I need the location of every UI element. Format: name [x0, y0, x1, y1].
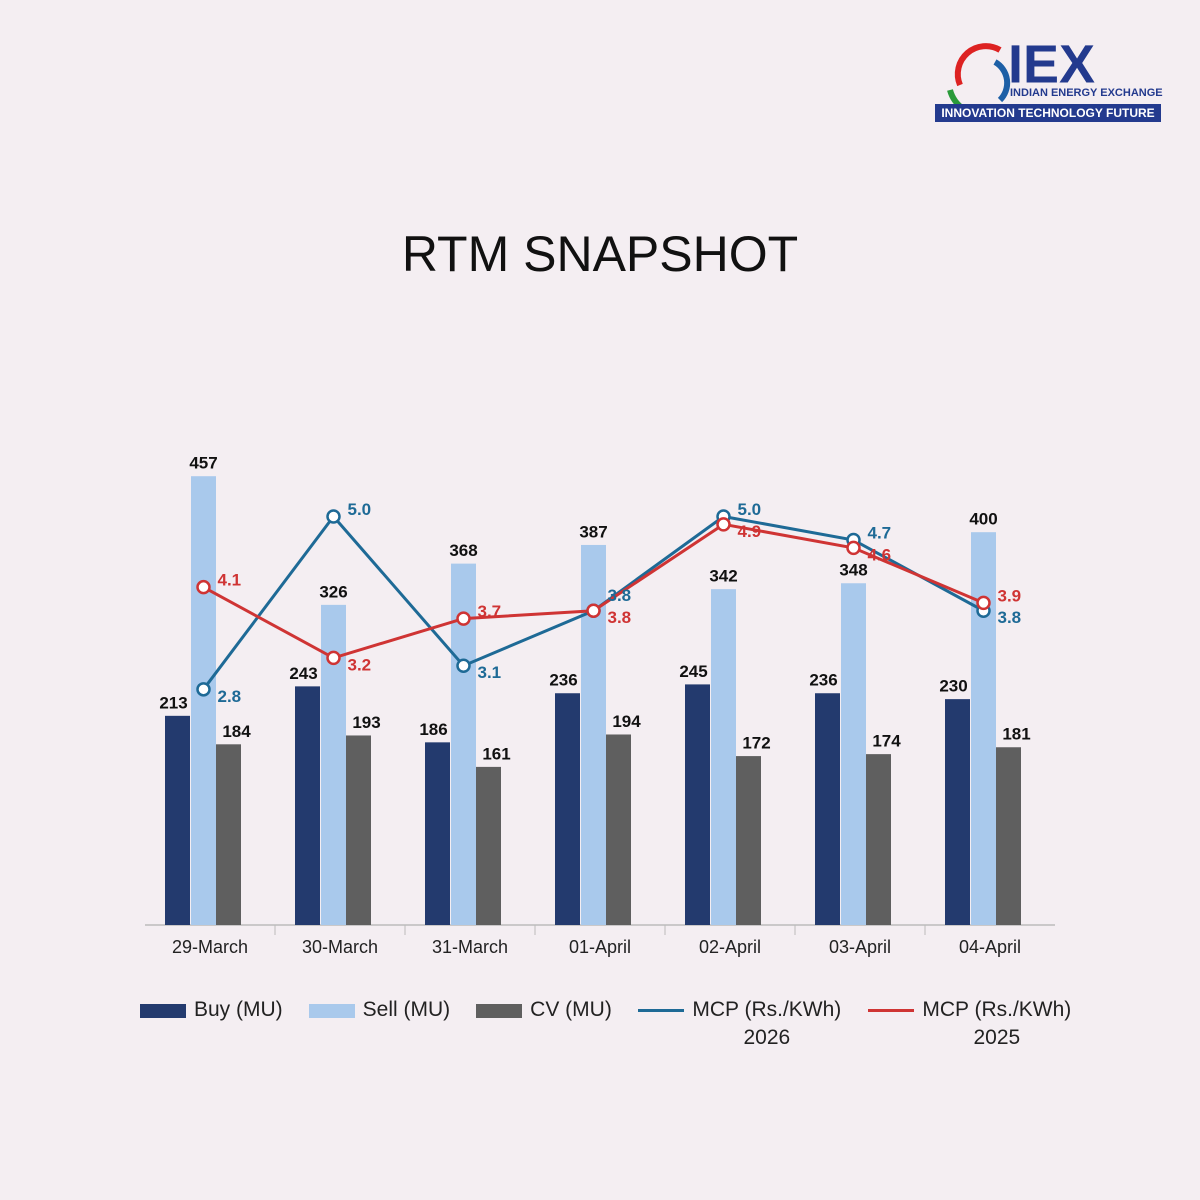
x-tick-label: 30-March: [302, 937, 378, 957]
x-tick-label: 03-April: [829, 937, 891, 957]
logo-name: IEX: [1008, 34, 1095, 94]
bar: [581, 544, 606, 925]
data-label: 387: [579, 522, 607, 541]
data-label: 213: [159, 693, 187, 712]
logo-tagline: INNOVATION TECHNOLOGY FUTURE: [941, 106, 1154, 120]
data-label: 400: [969, 510, 997, 529]
data-label: 348: [839, 561, 867, 580]
line-label: 4.9: [738, 522, 762, 541]
data-label: 230: [939, 677, 967, 696]
line-label: 3.9: [998, 586, 1022, 605]
legend-label: Sell (MU): [362, 998, 451, 1021]
bar: [711, 589, 736, 925]
data-label: 245: [679, 662, 707, 681]
bar: [191, 476, 216, 925]
line-label: 3.8: [608, 608, 632, 627]
legend-swatch: [308, 1004, 355, 1018]
line-label: 3.1: [478, 663, 502, 682]
data-label: 174: [872, 732, 901, 751]
data-label: 236: [809, 671, 837, 690]
bar: [996, 747, 1021, 925]
data-label: 368: [449, 541, 477, 560]
bar: [476, 766, 501, 925]
legend-item: MCP (Rs./KWh) 2026: [637, 996, 842, 1052]
data-label: 457: [189, 454, 217, 473]
line-label: 2.8: [218, 687, 242, 706]
line-label: 4.1: [218, 571, 242, 590]
chart-title: RTM SNAPSHOT: [402, 226, 798, 282]
bar: [295, 686, 320, 925]
bar: [165, 715, 190, 925]
line-marker: [196, 682, 211, 697]
bar: [555, 693, 580, 925]
line-marker: [326, 509, 341, 524]
bar: [736, 756, 761, 925]
logo: IEX INDIAN ENERGY EXCHANGE INNOVATION TE…: [935, 34, 1163, 122]
data-label: 194: [612, 712, 641, 731]
legend-swatch: [637, 1009, 684, 1012]
logo-band: [935, 104, 1161, 122]
legend-label: MCP (Rs./KWh) 2025: [922, 998, 1072, 1049]
line-marker: [846, 540, 861, 556]
x-tick-label: 04-April: [959, 937, 1021, 957]
legend-swatch: [476, 1004, 523, 1018]
bar: [971, 532, 996, 925]
data-label: 236: [549, 671, 577, 690]
bar: [841, 583, 866, 925]
line-marker: [586, 603, 601, 618]
legend: Buy (MU) Sell (MU) CV (MU) MCP (Rs./KWh) 20…: [140, 996, 1098, 1052]
data-label: 342: [709, 567, 737, 586]
data-label: 161: [482, 744, 510, 763]
data-label: 193: [352, 713, 380, 732]
bar: [945, 699, 970, 925]
bar: [685, 684, 710, 925]
data-label: 186: [419, 720, 447, 739]
line-marker: [456, 611, 471, 626]
bar: [216, 744, 241, 925]
line-marker: [976, 595, 991, 611]
line-label: 5.0: [348, 500, 372, 519]
legend-label: MCP (Rs./KWh) 2026: [692, 998, 842, 1049]
line-marker: [326, 650, 341, 666]
data-label: 181: [1002, 725, 1030, 744]
legend-label: Buy (MU): [194, 998, 283, 1021]
line-label: 3.7: [478, 602, 502, 621]
legend-item: MCP (Rs./KWh) 2025: [867, 996, 1072, 1052]
line-label: 3.2: [348, 655, 372, 674]
logo-arc: [993, 59, 1011, 103]
bar: [866, 754, 891, 925]
x-tick-label: 02-April: [699, 937, 761, 957]
data-label: 184: [222, 722, 251, 741]
line-label: 5.0: [738, 500, 762, 519]
legend-swatch: [140, 1004, 186, 1018]
line-label: 3.8: [608, 586, 632, 605]
data-label: 326: [319, 582, 347, 601]
legend-swatch: [867, 1009, 914, 1012]
line-marker: [456, 658, 471, 673]
legend-item: Buy (MU): [140, 996, 283, 1052]
bar: [346, 735, 371, 925]
line-marker: [196, 579, 211, 595]
legend-item: Sell (MU): [308, 996, 451, 1052]
x-tick-label: 31-March: [432, 937, 508, 957]
line-label: 4.7: [868, 524, 892, 543]
line-marker: [716, 517, 731, 532]
data-label: 172: [742, 734, 770, 753]
bar: [815, 693, 840, 925]
x-tick-label: 29-March: [172, 937, 248, 957]
line-label: 4.6: [868, 545, 892, 564]
bar: [425, 742, 450, 925]
logo-subtitle: INDIAN ENERGY EXCHANGE: [1010, 87, 1163, 99]
data-label: 243: [289, 664, 317, 683]
x-tick-label: 01-April: [569, 937, 631, 957]
legend-item: CV (MU): [476, 996, 612, 1052]
bar: [606, 734, 631, 925]
legend-label: CV (MU): [530, 998, 612, 1021]
line-label: 3.8: [998, 608, 1022, 627]
logo-arc: [954, 43, 1002, 87]
